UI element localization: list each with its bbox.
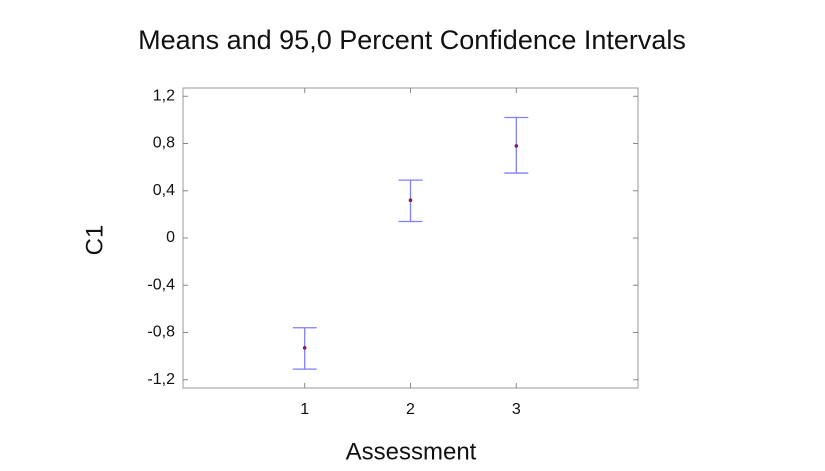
x-tick-label: 2 [406,401,415,418]
chart-title: Means and 95,0 Percent Confidence Interv… [138,25,686,55]
mean-point [408,198,413,203]
y-tick-label: -0,8 [147,324,175,341]
x-tick-label: 1 [300,401,309,418]
y-tick-label: 1,2 [153,87,175,104]
y-tick-label: -0,4 [147,276,175,293]
mean-point [302,346,307,350]
plot-frame [182,87,639,389]
mean-point [514,144,519,148]
x-axis-label: Assessment [346,438,477,465]
y-tick-label: 0,4 [153,182,175,199]
y-tick-label: -1,2 [147,371,175,388]
y-tick-label: 0 [166,229,175,246]
y-tick-label: 0,8 [153,135,175,152]
x-tick-label: 3 [512,401,521,418]
y-axis-label: C1 [81,225,108,256]
